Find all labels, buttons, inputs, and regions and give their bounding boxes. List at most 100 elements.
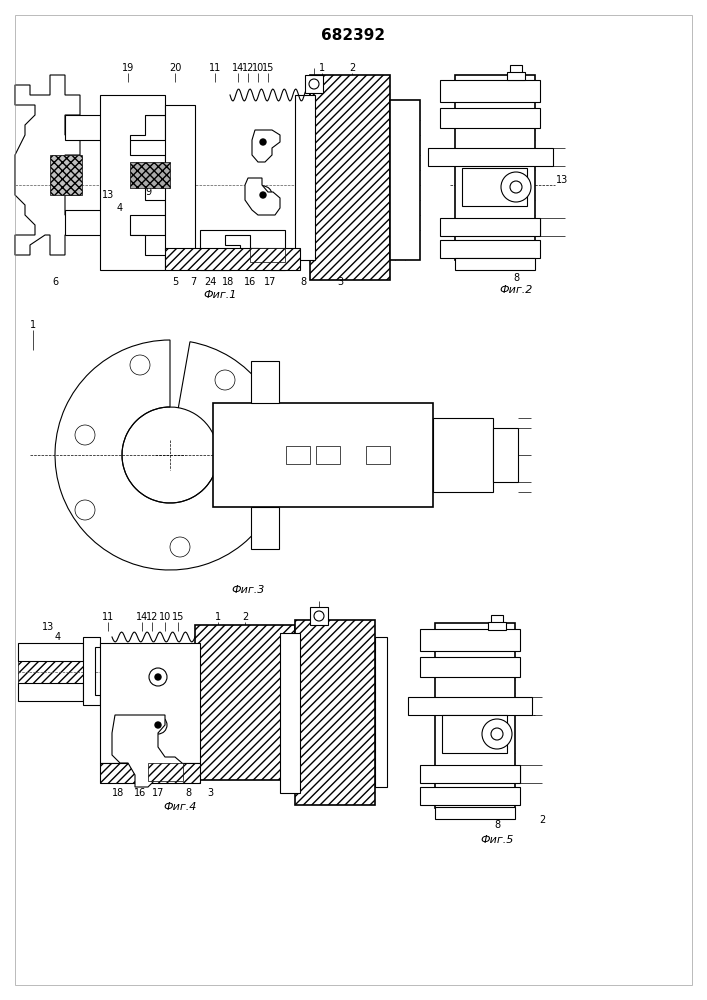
Bar [250,248,285,262]
Text: 18: 18 [112,788,124,798]
Text: 15: 15 [172,612,185,622]
Text: 17: 17 [152,788,164,798]
Bar [366,446,390,464]
Text: 5: 5 [172,277,178,287]
Text: 9: 9 [145,187,151,197]
Bar [310,607,328,625]
Text: 682392: 682392 [321,27,385,42]
Bar [295,620,375,805]
Bar [390,100,420,260]
Text: 11: 11 [102,612,114,622]
Text: 3: 3 [337,277,343,287]
Bar [408,697,532,715]
Polygon shape [100,95,165,270]
Bar [100,643,200,763]
Circle shape [314,611,324,621]
Bar [462,168,527,206]
Bar [286,446,310,464]
Bar [316,446,340,464]
Bar [148,763,183,781]
Bar [455,75,535,260]
Circle shape [491,728,503,740]
Circle shape [149,716,167,734]
Text: 17: 17 [264,277,276,287]
Text: 10: 10 [159,612,171,622]
Circle shape [155,722,161,728]
Text: 16: 16 [134,788,146,798]
Polygon shape [112,715,182,787]
Text: Фиг.4: Фиг.4 [163,802,197,812]
Polygon shape [252,130,280,162]
Bar [100,763,200,783]
Text: 6: 6 [52,277,58,287]
Text: 16: 16 [244,277,256,287]
Bar [420,629,520,651]
Text: Фиг.2: Фиг.2 [499,285,532,295]
Bar [510,65,522,77]
Circle shape [130,355,150,375]
Text: 8: 8 [513,273,519,283]
Text: 2: 2 [349,63,355,73]
Circle shape [254,186,272,204]
Polygon shape [245,178,280,215]
Text: 2: 2 [539,815,545,825]
Text: 13: 13 [556,175,568,185]
Polygon shape [15,75,80,255]
Bar [18,683,83,701]
Text: 18: 18 [222,277,234,287]
Circle shape [510,181,522,193]
Bar [65,210,165,235]
Bar [295,95,315,260]
Bar [213,403,433,507]
Bar [18,643,83,661]
Text: 14: 14 [232,63,244,73]
Text: 12: 12 [146,612,158,622]
Bar [375,637,387,787]
Circle shape [260,139,266,145]
Text: 8: 8 [185,788,191,798]
Text: 7: 7 [190,277,196,287]
Circle shape [260,192,266,198]
Circle shape [75,425,95,445]
Circle shape [309,79,319,89]
Text: 24: 24 [204,277,216,287]
Text: 12: 12 [242,63,255,73]
Bar [305,75,323,93]
Bar [488,622,506,630]
Bar [507,72,525,80]
Bar [130,162,170,188]
Text: 4: 4 [55,632,61,642]
Circle shape [149,668,167,686]
Text: 1: 1 [30,320,36,330]
Bar [65,115,165,140]
Bar [251,507,279,549]
Bar [435,807,515,819]
Bar [442,715,507,753]
Circle shape [170,537,190,557]
Text: 1: 1 [215,612,221,622]
Wedge shape [55,340,285,570]
Bar [455,258,535,270]
Polygon shape [200,230,285,270]
Bar [491,615,503,626]
Text: 10: 10 [252,63,264,73]
Bar [280,633,300,793]
Bar [195,625,295,780]
Bar [420,787,520,805]
Bar [440,108,540,128]
Text: 13: 13 [42,622,54,632]
Bar [428,148,553,166]
Text: 20: 20 [169,63,181,73]
Bar [420,765,520,783]
Circle shape [254,133,272,151]
Text: 8: 8 [300,277,306,287]
Text: 13: 13 [102,190,114,200]
Bar [433,418,493,492]
Bar [165,105,195,250]
Text: Фиг.5: Фиг.5 [480,835,514,845]
Polygon shape [83,637,100,705]
Bar [251,361,279,403]
Bar [440,240,540,258]
Bar [50,155,82,195]
Bar [435,623,515,808]
